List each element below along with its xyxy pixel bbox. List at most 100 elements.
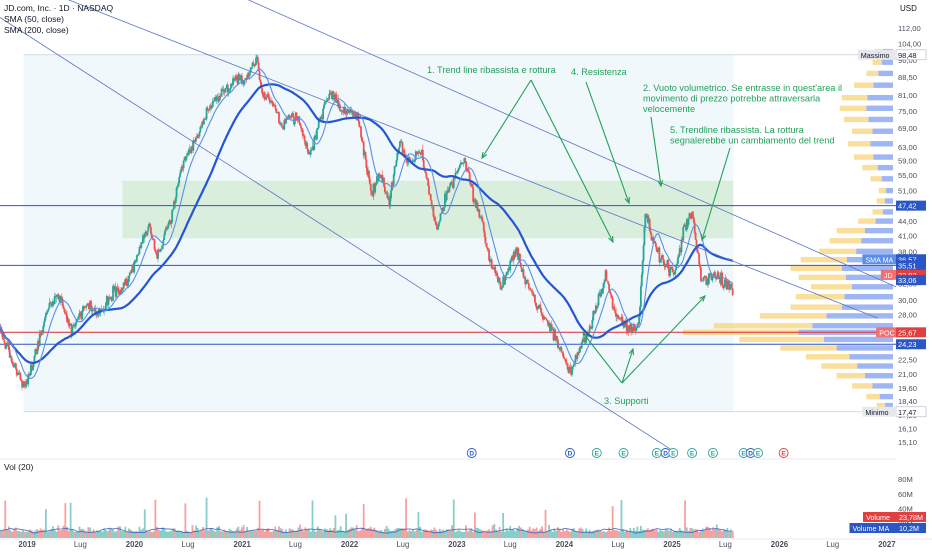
- candle-body: [161, 245, 164, 249]
- candle-body: [700, 280, 703, 282]
- candle-body: [445, 192, 448, 201]
- volume-bar: [127, 528, 130, 538]
- candle-body: [179, 173, 181, 177]
- candle-body: [444, 193, 446, 208]
- volume-bar: [641, 529, 644, 538]
- volume-bar: [496, 531, 499, 538]
- candle-body: [571, 366, 573, 375]
- volume-bar: [375, 529, 377, 538]
- candle-body: [1, 333, 4, 339]
- volume-bar: [279, 528, 282, 538]
- time-tick-label: Lug: [826, 540, 839, 549]
- candle-body: [711, 275, 714, 281]
- candle-body: [276, 112, 279, 114]
- candle-body: [105, 302, 107, 310]
- volume-bar: [163, 527, 166, 538]
- candle-body: [498, 277, 501, 283]
- volume-bar: [36, 529, 38, 538]
- arrow-head: [608, 235, 614, 244]
- volume-bar: [205, 497, 208, 538]
- volume-profile-bar: [864, 373, 893, 379]
- volume-bar: [166, 531, 169, 538]
- candle-body: [699, 264, 701, 268]
- event-letter: E: [671, 451, 676, 458]
- time-tick-label: Lug: [182, 540, 195, 549]
- event-marker: [778, 448, 789, 458]
- candle-body: [12, 363, 15, 367]
- annotation-label-1: 1. Trend line ribassista e rottura: [427, 65, 557, 75]
- candle-body: [60, 296, 62, 303]
- candle-body: [192, 140, 195, 151]
- volume-bar: [262, 529, 264, 538]
- volume-bar: [311, 500, 314, 538]
- candle-body: [560, 347, 563, 353]
- candle-body: [483, 230, 486, 238]
- price-badge-tag: [880, 269, 896, 280]
- price-tick-label: 75,00: [898, 107, 917, 116]
- candle-body: [175, 187, 178, 198]
- candle-body: [7, 343, 10, 351]
- volume-bar: [451, 525, 453, 538]
- volume-profile-bar: [870, 176, 882, 182]
- volume-bar: [90, 531, 93, 538]
- candle-body: [295, 112, 298, 120]
- candle-body: [390, 190, 392, 199]
- time-tick-label: 2023: [448, 540, 466, 549]
- candle-body: [684, 224, 686, 227]
- symbol-title: JD.com, Inc. · 1D · NASDAQ: [4, 3, 113, 13]
- candle-body: [138, 247, 141, 254]
- price-tick-label: 28,00: [898, 310, 917, 319]
- volume-bar: [408, 530, 411, 538]
- volume-bar: [445, 529, 448, 538]
- candle-body: [224, 88, 227, 93]
- volume-bar: [398, 527, 400, 538]
- candle-body: [61, 299, 64, 307]
- candle-body: [484, 237, 487, 244]
- volume-bar: [495, 529, 498, 538]
- volume-bar: [444, 530, 446, 538]
- volume-bar: [394, 529, 397, 538]
- candle-body: [90, 306, 93, 312]
- volume-bar: [278, 526, 280, 538]
- candle-body: [722, 287, 725, 288]
- candle-body: [14, 363, 17, 369]
- volume-bar: [62, 525, 65, 538]
- candle-body: [249, 67, 252, 73]
- volume-bar: [196, 527, 199, 538]
- volume-bar: [519, 527, 522, 538]
- candle-body: [153, 239, 156, 250]
- volume-bar: [643, 529, 646, 538]
- event-letter: E: [711, 451, 716, 458]
- volume-bar: [27, 531, 30, 538]
- volume-bar: [353, 529, 356, 538]
- volume-profile-bar: [821, 363, 858, 369]
- volume-ma-line: [0, 527, 731, 534]
- volume-profile-bar: [780, 345, 837, 351]
- candle-body: [636, 323, 639, 328]
- candle-body: [585, 335, 588, 343]
- candle-body: [218, 95, 221, 100]
- price-badge-level: [896, 200, 926, 211]
- volume-bar: [34, 530, 37, 538]
- volume-bar: [119, 526, 121, 538]
- candle-body: [643, 226, 646, 246]
- candle-body: [505, 272, 508, 276]
- volume-bar: [617, 530, 619, 538]
- candle-body: [468, 172, 471, 181]
- volume-bar: [52, 526, 54, 538]
- volume-bar: [180, 530, 183, 538]
- candle-body: [229, 87, 232, 91]
- volume-bar: [253, 530, 256, 538]
- candle-body: [510, 260, 513, 262]
- candle-body: [332, 91, 335, 98]
- candle-body: [673, 274, 676, 276]
- candle-body: [462, 163, 465, 164]
- volume-bar: [94, 531, 97, 538]
- volume-profile-bar: [866, 70, 879, 77]
- candle-body: [677, 257, 679, 264]
- volume-bar: [297, 527, 300, 538]
- annotation-label-5: 5. Trendline ribassista. La rottura segna…: [670, 125, 834, 146]
- candle-body: [524, 277, 527, 285]
